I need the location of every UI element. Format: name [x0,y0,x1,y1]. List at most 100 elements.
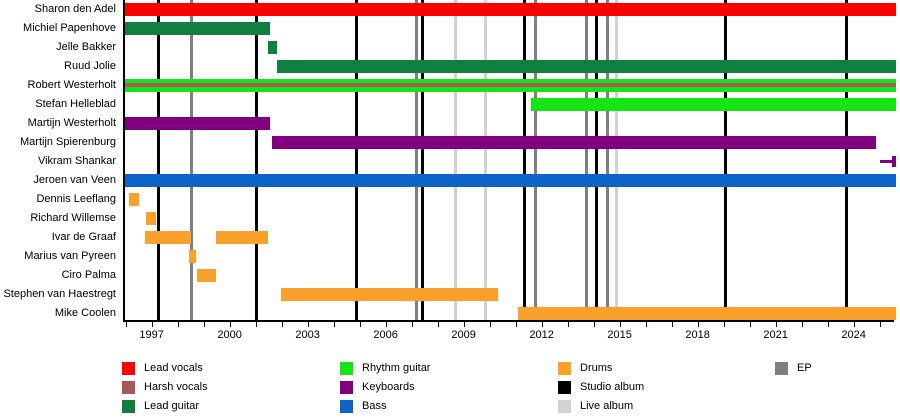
bar-ivar-de-graaf-drums [144,230,192,244]
axis-tick [645,322,647,327]
bar-richard-willemse-drums [145,211,157,225]
legend-label-lead_vocals: Lead vocals [144,362,203,374]
legend-label-bass: Bass [362,400,387,412]
axis-year-label: 1997 [139,329,164,341]
bar-robert-westerholt-harsh_vocals [125,83,896,87]
legend-label-harsh_vocals: Harsh vocals [144,381,208,393]
axis-tick [281,322,283,327]
release-line-ep [534,0,538,320]
legend-label-drums: Drums [580,362,613,374]
axis-year-label: 2006 [373,329,398,341]
member-label-ciro-palma: Ciro Palma [61,268,116,281]
member-label-richard-willemse: Richard Willemse [30,211,116,224]
axis-year-label: 2000 [217,329,242,341]
bar-vikram-shankar-keyboards [892,155,896,167]
axis-tick [801,322,803,327]
bar-stephen-van-haestregt-drums [281,287,499,301]
release-line-studio [421,0,425,320]
axis-tick [567,322,569,327]
axis-year-label: 2018 [685,329,710,341]
member-label-martijn-westerholt: Martijn Westerholt [27,116,116,129]
member-label-ruud-jolie: Ruud Jolie [64,59,116,72]
member-label-martijn-spierenburg: Martijn Spierenburg [20,135,116,148]
legend-swatch-rhythm_guitar [340,362,353,375]
axis-tick [853,322,855,327]
release-line-ep [605,0,609,320]
legend-swatch-studio [558,381,571,394]
member-label-sharon-den-adel: Sharon den Adel [34,2,116,15]
bar-michiel-papenhove-lead_guitar [125,21,271,35]
axis-tick [749,322,751,327]
release-line-studio [157,0,161,320]
legend-label-keyboards: Keyboards [362,381,415,393]
release-line-studio [595,0,599,320]
member-label-stefan-helleblad: Stefan Helleblad [35,97,116,110]
axis-year-label: 2012 [529,329,554,341]
legend-swatch-harsh_vocals [122,381,135,394]
member-label-robert-westerholt: Robert Westerholt [27,78,116,91]
axis-tick [723,322,725,327]
bar-ciro-palma-drums [196,268,216,282]
bar-stefan-helleblad-rhythm_guitar [530,97,896,111]
bar-ivar-de-graaf-drums [216,230,268,244]
release-line-live [483,0,487,320]
axis-tick [177,322,179,327]
axis-tick [125,322,127,327]
axis-tick [671,322,673,327]
member-label-dennis-leeflang: Dennis Leeflang [36,192,116,205]
legend-label-live: Live album [580,400,634,412]
axis-tick [333,322,335,327]
member-label-ivar-de-graaf: Ivar de Graaf [51,230,116,243]
release-line-studio [845,0,848,320]
legend-swatch-lead_vocals [122,362,135,375]
axis-tick [463,322,465,327]
axis-tick [151,322,153,327]
axis-year-label: 2015 [607,329,632,341]
legend-swatch-live [558,400,571,413]
member-label-jelle-bakker: Jelle Bakker [56,40,116,53]
legend-swatch-ep [775,362,788,375]
legend-swatch-drums [558,362,571,375]
member-label-jeroen-van-veen: Jeroen van Veen [33,173,116,186]
axis-tick [697,322,699,327]
axis-tick [593,322,595,327]
axis-tick [229,322,231,327]
axis-tick [515,322,517,327]
axis-tick [359,322,361,327]
axis-tick [879,322,881,327]
bar-sharon-den-adel-lead_vocals [125,2,896,16]
axis-year-label: 2021 [763,329,788,341]
release-line-live [453,0,457,320]
axis-year-label: 2024 [841,329,866,341]
release-line-studio [354,0,358,320]
release-line-ep [189,0,193,320]
release-line-studio [522,0,526,320]
legend-swatch-keyboards [340,381,353,394]
release-line-studio [254,0,258,320]
bar-jelle-bakker-lead_guitar [268,40,278,54]
release-line-studio [724,0,728,320]
release-line-ep [414,0,418,320]
member-label-vikram-shankar: Vikram Shankar [37,154,116,167]
bar-vikram-shankar-keyboards [880,159,892,163]
axis-year-label: 2003 [295,329,320,341]
bar-mike-coolen-drums [517,306,896,320]
member-label-stephen-van-haestregt: Stephen van Haestregt [3,287,116,300]
bar-jeroen-van-veen-bass [125,173,896,187]
axis-tick [411,322,413,327]
legend-swatch-bass [340,400,353,413]
axis-tick [541,322,543,327]
axis-tick [827,322,829,327]
axis-tick [385,322,387,327]
bar-martijn-spierenburg-keyboards [271,135,877,149]
axis-year-label: 2009 [451,329,476,341]
axis-tick [203,322,205,327]
bar-dennis-leeflang-drums [128,192,140,206]
release-line-live [614,0,618,320]
axis-tick [619,322,621,327]
legend-label-rhythm_guitar: Rhythm guitar [362,362,431,374]
legend-swatch-lead_guitar [122,400,135,413]
legend-label-ep: EP [797,362,812,374]
bar-ruud-jolie-lead_guitar [277,59,896,73]
member-label-mike-coolen: Mike Coolen [54,306,116,319]
